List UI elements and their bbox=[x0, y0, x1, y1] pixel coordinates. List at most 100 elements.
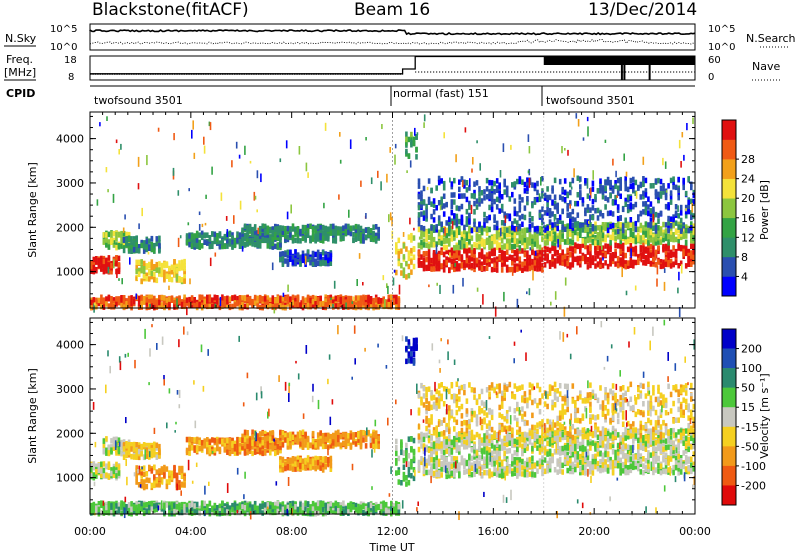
data-cell bbox=[687, 252, 690, 259]
y-tick-label: 3000 bbox=[56, 177, 84, 190]
scatter-cell bbox=[586, 116, 589, 122]
data-cell bbox=[311, 236, 315, 242]
data-cell bbox=[634, 245, 638, 252]
data-cell bbox=[294, 257, 297, 264]
data-cell bbox=[251, 437, 254, 443]
data-cell bbox=[498, 242, 501, 248]
data-cell bbox=[566, 238, 569, 244]
data-cell bbox=[425, 250, 428, 257]
data-cell bbox=[621, 252, 625, 258]
data-cell bbox=[609, 252, 612, 259]
scatter-cell bbox=[141, 207, 143, 217]
data-cell bbox=[364, 294, 368, 301]
data-cell bbox=[435, 265, 438, 272]
data-cell bbox=[266, 299, 270, 306]
data-cell bbox=[687, 260, 690, 266]
data-cell bbox=[576, 175, 580, 181]
scatter-cell bbox=[503, 291, 505, 302]
scatter-cell bbox=[324, 122, 327, 131]
data-cell bbox=[614, 261, 617, 267]
data-cell bbox=[284, 233, 287, 239]
data-cell bbox=[448, 257, 451, 263]
data-cell bbox=[505, 191, 509, 198]
data-cell bbox=[274, 230, 277, 237]
data-cell bbox=[584, 178, 587, 184]
data-cell bbox=[377, 297, 380, 303]
data-cell bbox=[662, 221, 665, 228]
data-cell bbox=[130, 239, 133, 245]
data-cell bbox=[657, 225, 660, 231]
data-cell bbox=[485, 177, 489, 184]
data-cell bbox=[619, 243, 622, 249]
data-cell bbox=[488, 251, 491, 257]
scatter-cell bbox=[377, 170, 379, 178]
data-cell bbox=[473, 259, 476, 266]
data-cell bbox=[674, 252, 678, 259]
data-cell bbox=[672, 216, 675, 223]
data-cell bbox=[420, 254, 423, 260]
data-cell bbox=[516, 226, 519, 232]
data-cell bbox=[332, 296, 335, 302]
scatter-cell bbox=[105, 167, 108, 173]
scatter-cell bbox=[529, 247, 532, 251]
data-cell bbox=[208, 243, 212, 249]
data-cell bbox=[155, 454, 159, 460]
data-cell bbox=[453, 253, 456, 259]
data-cell bbox=[193, 437, 196, 443]
data-cell bbox=[616, 255, 620, 262]
data-cell bbox=[364, 302, 368, 308]
data-cell bbox=[511, 237, 514, 243]
data-cell bbox=[455, 266, 459, 272]
data-cell bbox=[208, 303, 212, 309]
data-cell bbox=[422, 263, 426, 269]
data-cell bbox=[183, 265, 186, 272]
data-cell bbox=[677, 191, 680, 197]
scatter-cell bbox=[554, 291, 557, 300]
data-cell bbox=[518, 235, 522, 241]
data-cell bbox=[117, 464, 121, 470]
data-cell bbox=[246, 430, 249, 436]
colorbar-tick-label: 12 bbox=[741, 231, 755, 244]
data-cell bbox=[495, 244, 499, 251]
data-cell bbox=[142, 484, 146, 491]
data-cell bbox=[92, 472, 96, 478]
data-cell bbox=[150, 445, 154, 451]
data-cell bbox=[374, 224, 378, 230]
data-cell bbox=[440, 204, 443, 210]
data-cell bbox=[145, 275, 149, 282]
data-cell bbox=[437, 200, 441, 206]
data-cell bbox=[657, 218, 660, 224]
data-cell bbox=[566, 203, 569, 209]
data-cell bbox=[105, 265, 108, 271]
data-cell bbox=[548, 259, 552, 266]
scatter-cell bbox=[602, 257, 604, 261]
data-cell bbox=[460, 203, 464, 210]
data-cell bbox=[657, 259, 660, 265]
data-cell bbox=[591, 229, 595, 235]
data-cell bbox=[674, 249, 678, 255]
scatter-cell bbox=[186, 306, 188, 316]
data-cell bbox=[616, 215, 620, 222]
data-cell bbox=[480, 229, 484, 236]
data-cell bbox=[632, 235, 635, 241]
data-cell bbox=[440, 237, 443, 244]
data-cell bbox=[342, 297, 345, 303]
data-cell bbox=[301, 302, 305, 308]
data-cell bbox=[306, 303, 310, 310]
data-cell bbox=[541, 219, 544, 226]
data-cell bbox=[586, 257, 590, 263]
data-cell bbox=[465, 262, 469, 268]
data-cell bbox=[92, 256, 96, 263]
data-cell bbox=[422, 259, 426, 265]
data-cell bbox=[142, 465, 146, 471]
data-cell bbox=[168, 275, 171, 281]
data-cell bbox=[652, 221, 655, 227]
data-cell bbox=[637, 236, 640, 242]
data-cell bbox=[306, 295, 310, 301]
scatter-cell bbox=[173, 266, 176, 278]
scatter-cell bbox=[665, 190, 668, 193]
data-cell bbox=[488, 237, 491, 243]
data-cell bbox=[458, 244, 461, 251]
data-cell bbox=[518, 256, 522, 262]
